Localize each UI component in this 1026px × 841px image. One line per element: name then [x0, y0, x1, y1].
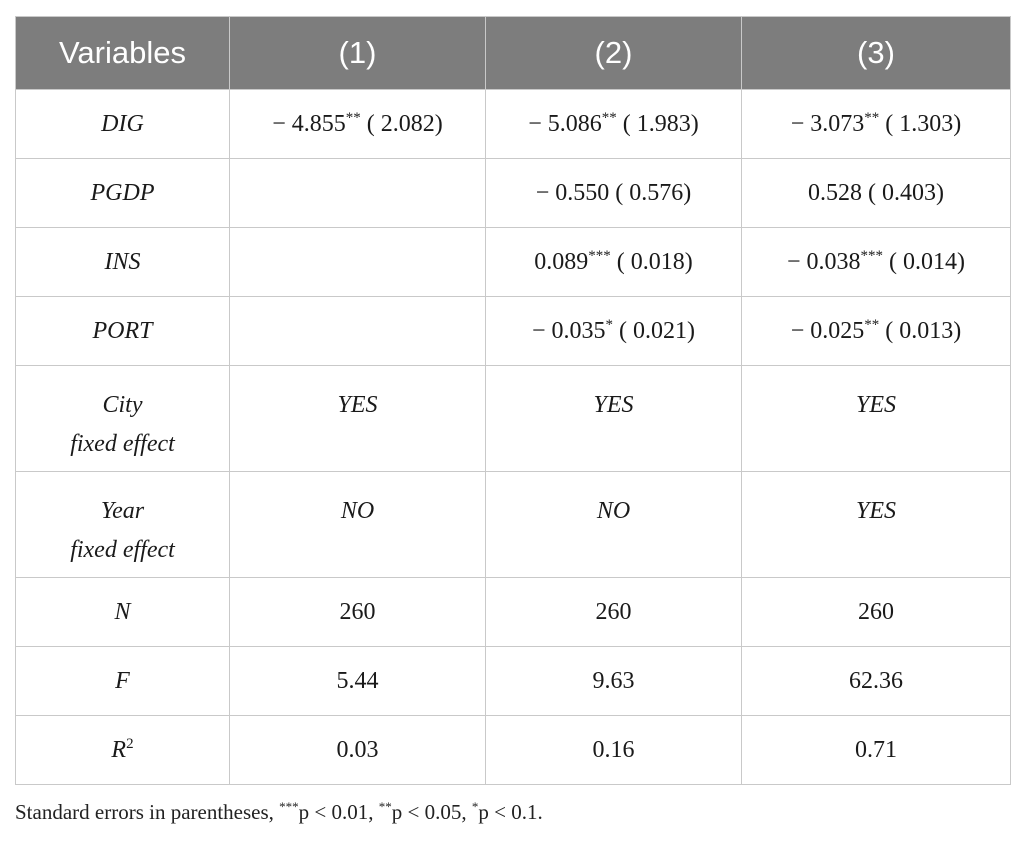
coef-cell: − 0.025** ( 0.013) [741, 296, 1011, 366]
table-row-year-fe: Year fixed effect NO NO YES [15, 471, 1011, 578]
stat-value: 0.03 [229, 715, 486, 785]
variable-label: City fixed effect [15, 365, 230, 472]
variable-label: PGDP [15, 158, 230, 228]
variable-label: N [15, 577, 230, 647]
standard-error: ( 0.403) [868, 179, 944, 206]
standard-error: ( 0.021) [619, 317, 696, 344]
fe-value: YES [229, 365, 486, 472]
stat-value: 9.63 [485, 646, 742, 716]
standard-error: ( 1.303) [885, 110, 962, 137]
coef-cell: − 0.035* ( 0.021) [485, 296, 742, 366]
coef-value: − 0.550 [535, 179, 610, 206]
r-squared-label: R [111, 736, 127, 763]
header-model-1: (1) [229, 16, 486, 90]
stat-value: 260 [229, 577, 486, 647]
table-footnote: Standard errors in parentheses, ***p < 0… [15, 799, 1010, 825]
standard-error: ( 0.013) [885, 317, 962, 344]
r-squared-exponent: 2 [126, 735, 134, 752]
variable-label: INS [15, 227, 230, 297]
header-variables: Variables [15, 16, 230, 90]
stat-value: 260 [485, 577, 742, 647]
variable-label: PORT [15, 296, 230, 366]
standard-error: ( 0.014) [889, 248, 966, 275]
coef-cell: − 0.550( 0.576) [485, 158, 742, 228]
coef-cell: 0.089*** ( 0.018) [485, 227, 742, 297]
table-row-n: N 260 260 260 [15, 577, 1011, 647]
fe-value: YES [485, 365, 742, 472]
coef-value: − 0.038 [786, 248, 861, 275]
table-row-pgdp: PGDP − 0.550( 0.576) 0.528( 0.403) [15, 158, 1011, 228]
standard-error: ( 0.576) [615, 179, 692, 206]
footnote-prefix: Standard errors in parentheses, [15, 800, 280, 824]
coef-cell [229, 296, 486, 366]
stat-value: 0.71 [741, 715, 1011, 785]
coef-cell [229, 158, 486, 228]
standard-error: ( 2.082) [366, 110, 443, 137]
table-row-r2: R2 0.03 0.16 0.71 [15, 715, 1011, 785]
footnote-text-3: p < 0.1. [478, 800, 543, 824]
label-line-2: fixed effect [70, 431, 175, 457]
significance-stars: * [605, 316, 614, 333]
header-model-3: (3) [741, 16, 1011, 90]
header-model-2: (2) [485, 16, 742, 90]
footnote-text-1: p < 0.01, [298, 800, 379, 824]
coef-cell: 0.528( 0.403) [741, 158, 1011, 228]
coef-value: 0.089 [534, 248, 589, 275]
variable-label: F [15, 646, 230, 716]
coef-cell: − 3.073** ( 1.303) [741, 89, 1011, 159]
label-line-1: Year [100, 498, 145, 524]
coef-cell: − 0.038*** ( 0.014) [741, 227, 1011, 297]
standard-error: ( 1.983) [622, 110, 699, 137]
table-row-port: PORT − 0.035* ( 0.021) − 0.025** ( 0.013) [15, 296, 1011, 366]
label-line-1: City [102, 392, 143, 418]
significance-stars: ** [601, 109, 617, 126]
table-row-ins: INS 0.089***( 0.018) − 0.038***( 0.014) [15, 227, 1011, 297]
coef-cell: − 4.855** ( 2.082) [229, 89, 486, 159]
stat-value: 5.44 [229, 646, 486, 716]
variable-label: R2 [15, 715, 230, 785]
table-row-f: F 5.44 9.63 62.36 [15, 646, 1011, 716]
coef-value: − 0.025 [790, 317, 865, 344]
significance-stars: ** [864, 316, 880, 333]
standard-error: ( 0.018) [616, 248, 693, 275]
regression-table: Variables (1) (2) (3) DIG − 4.855**( 2.0… [15, 16, 1011, 785]
coef-value: − 4.855 [272, 110, 346, 137]
fe-value: YES [741, 471, 1011, 578]
coef-value: − 5.086 [528, 110, 602, 137]
footnote-stars-2: ** [378, 799, 392, 814]
significance-stars: ** [864, 109, 880, 126]
coef-value: − 3.073 [790, 110, 865, 137]
stat-value: 0.16 [485, 715, 742, 785]
footnote-text-2: p < 0.05, [391, 800, 472, 824]
footnote-stars-3: * [471, 799, 479, 814]
footnote-stars-1: *** [279, 799, 299, 814]
stat-value: 62.36 [741, 646, 1011, 716]
regression-table-container: Variables (1) (2) (3) DIG − 4.855**( 2.0… [15, 16, 1011, 825]
significance-stars: ** [345, 109, 361, 126]
label-line-2: fixed effect [70, 537, 175, 563]
stat-value: 260 [741, 577, 1011, 647]
table-row-city-fe: City fixed effect YES YES YES [15, 365, 1011, 472]
significance-stars: *** [588, 247, 611, 264]
coef-value: 0.528 [808, 179, 862, 206]
header-row: Variables (1) (2) (3) [15, 16, 1011, 90]
coef-value: − 0.035 [531, 317, 606, 344]
significance-stars: *** [860, 247, 884, 264]
table-row-dig: DIG − 4.855**( 2.082) − 5.086**( 1.983) … [15, 89, 1011, 159]
coef-cell: − 5.086** ( 1.983) [485, 89, 742, 159]
fe-value: NO [229, 471, 486, 578]
fe-value: NO [485, 471, 742, 578]
variable-label: Year fixed effect [15, 471, 230, 578]
coef-cell [229, 227, 486, 297]
fe-value: YES [741, 365, 1011, 472]
variable-label: DIG [15, 89, 230, 159]
